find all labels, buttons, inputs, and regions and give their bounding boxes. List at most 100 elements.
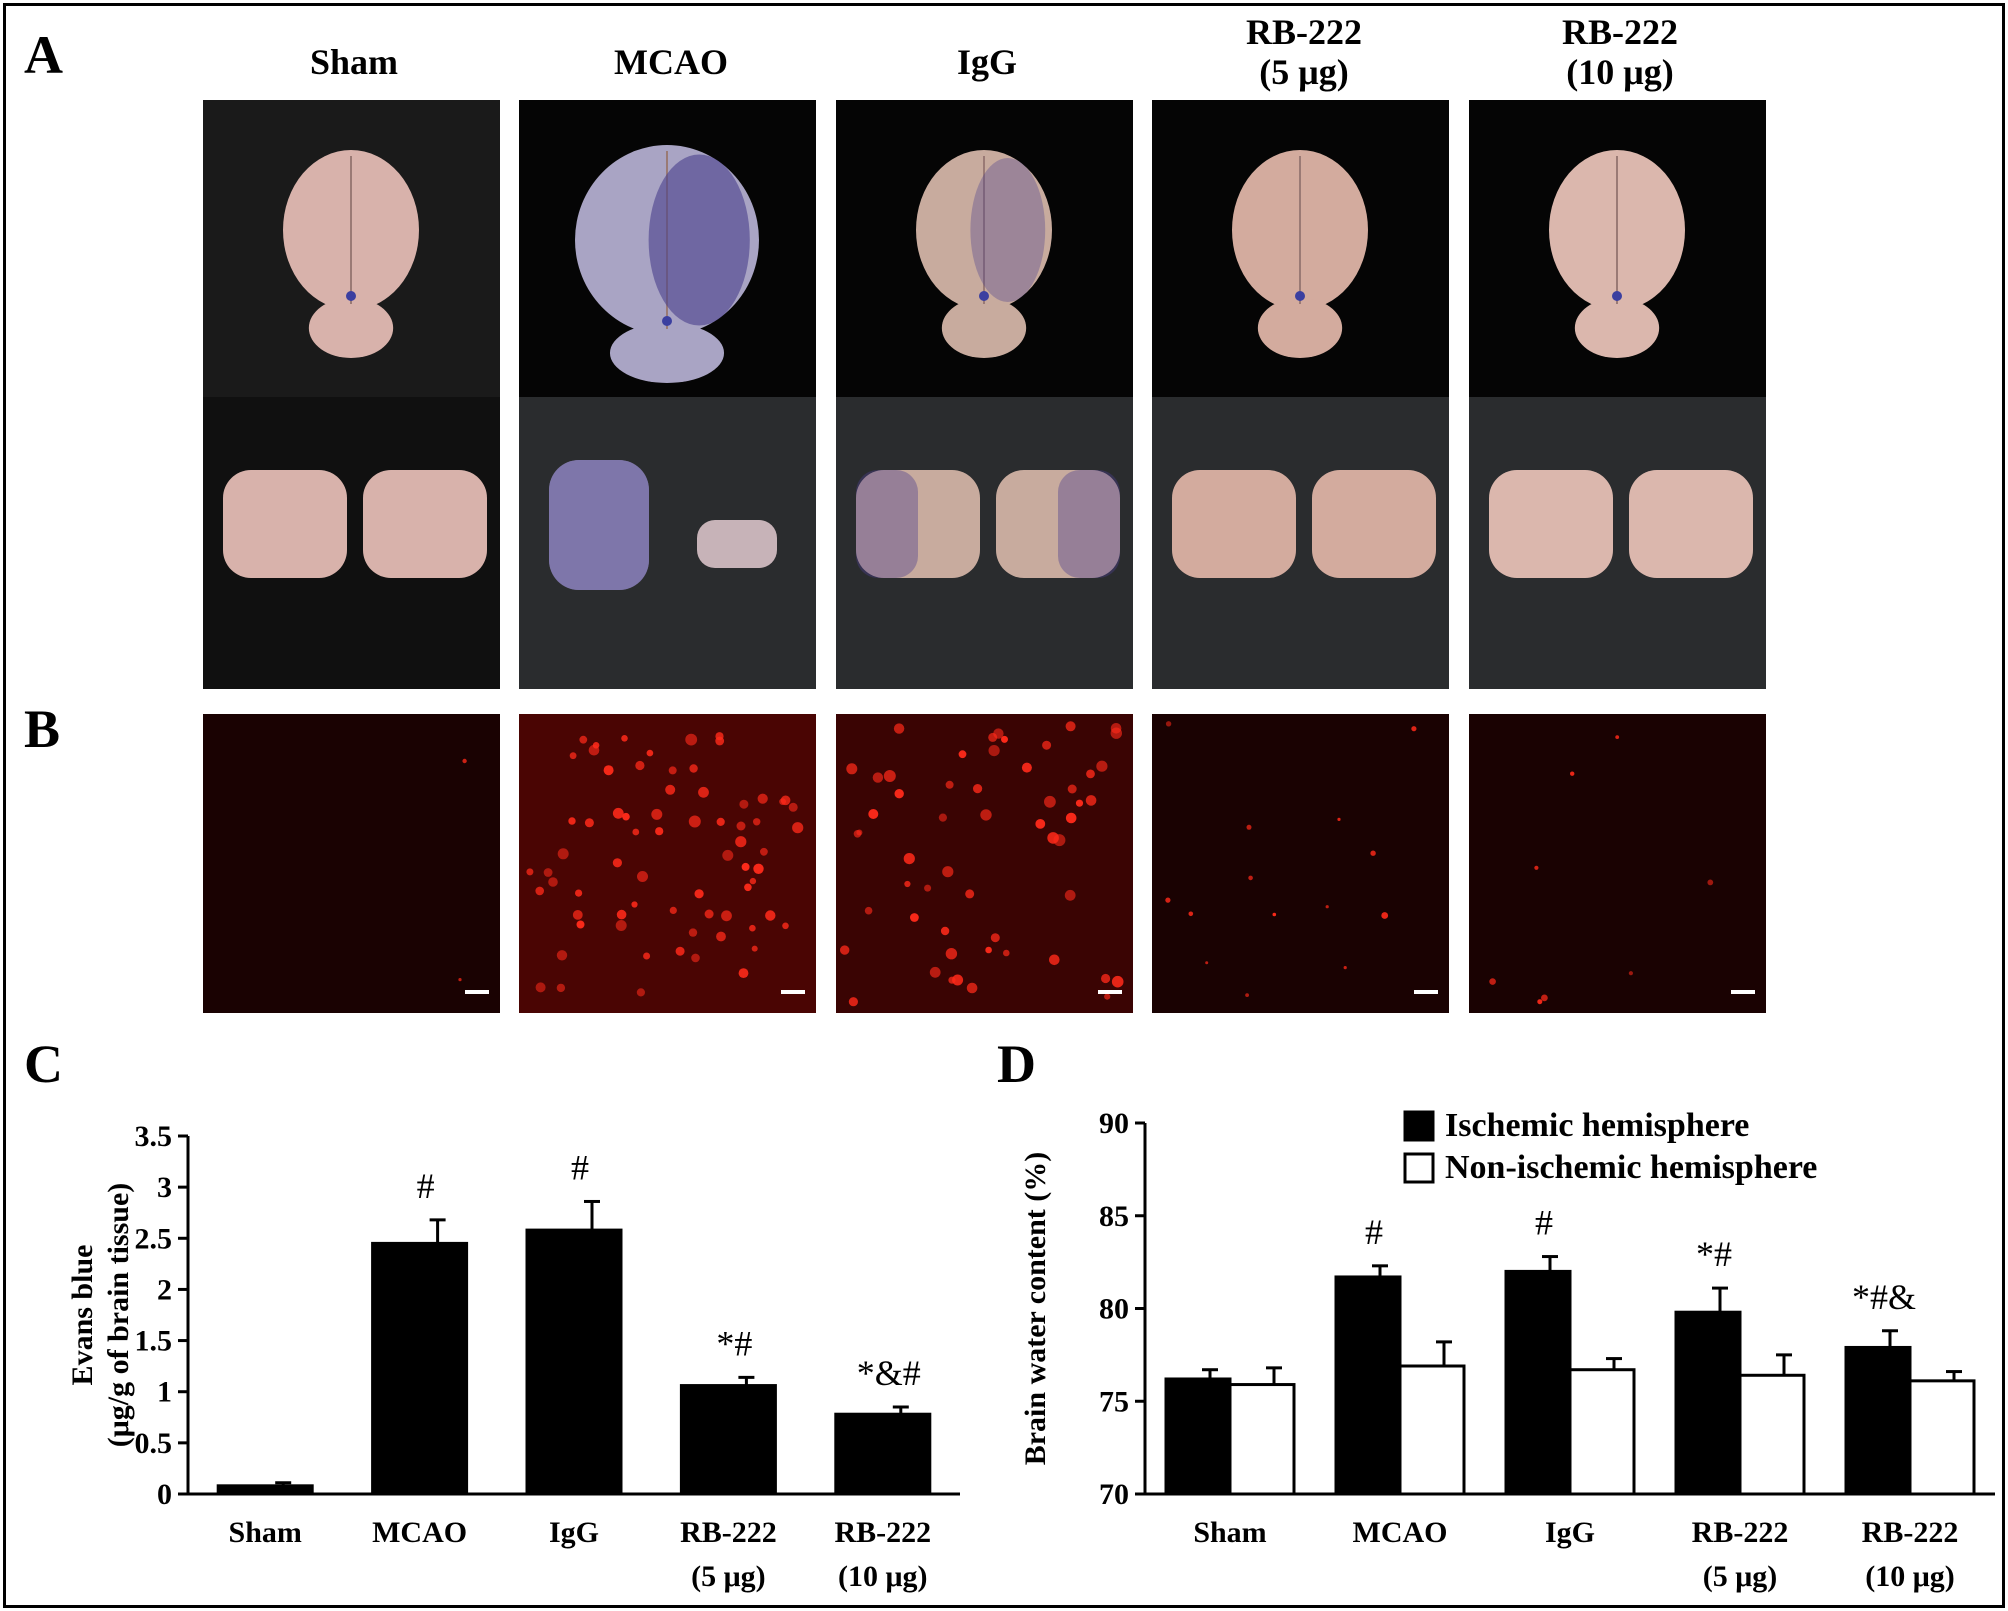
bar: [216, 1484, 314, 1496]
x-tick-label: RB-222: [680, 1516, 777, 1549]
brain-slice-right: [697, 520, 777, 568]
fluorescent-spot: [779, 798, 786, 805]
fluorescent-spot: [782, 922, 789, 930]
brain-photo-svg: [203, 100, 500, 689]
fluorescent-spot: [788, 802, 798, 812]
fluorescent-spot: [792, 822, 804, 834]
fluorescent-spot: [689, 764, 698, 773]
bar: [679, 1384, 777, 1496]
panel-letter-c: C: [24, 1034, 63, 1094]
y-axis-label: Brain water content (%): [1019, 1152, 1052, 1466]
figure-frame: [3, 3, 2005, 1608]
bar: [1504, 1269, 1572, 1496]
fluorescent-spot: [848, 997, 858, 1007]
panel-letter-b: B: [24, 699, 61, 759]
fluorescent-spot: [556, 950, 568, 961]
fluorescent-spot: [1245, 993, 1249, 997]
fluorescent-spot: [579, 735, 588, 744]
y-tick-label: 2: [157, 1273, 172, 1306]
fluorescent-spot: [894, 789, 904, 799]
fluorescent-spot: [716, 817, 725, 826]
group-label-line1: MCAO: [614, 42, 728, 82]
fluorescent-spot: [631, 901, 638, 908]
fluorescent-spot: [1615, 735, 1620, 739]
fluorescent-spot: [883, 770, 896, 782]
brain-photo-igg: [836, 100, 1133, 689]
fluorescent-spot: [1165, 897, 1171, 903]
fluorescent-spot: [557, 848, 569, 860]
fluorescent-spot: [1044, 795, 1056, 808]
scale-bar: [1731, 990, 1755, 994]
fluorescent-spot: [1628, 971, 1633, 976]
fluorescent-spot: [1064, 889, 1076, 901]
injection-point: [1295, 291, 1305, 301]
fluorescent-spot: [637, 871, 648, 882]
fluorescent-spot: [688, 815, 701, 828]
micrograph-background: [1469, 714, 1766, 1013]
brain-cerebellum: [609, 323, 725, 383]
fluorescent-spot: [868, 809, 879, 819]
panel-letter-a: A: [24, 25, 63, 85]
brain-slice-right: [1629, 470, 1753, 578]
bar: [1164, 1377, 1232, 1496]
x-tick-label-line2: (5 μg): [691, 1560, 766, 1593]
fluorescent-spot: [1086, 769, 1095, 779]
brain-photo-svg: [519, 100, 816, 689]
fluorescent-spot: [584, 818, 594, 828]
fluorescent-spot: [985, 946, 992, 954]
fluorescent-spot: [1042, 740, 1052, 750]
fluorescent-spot: [1001, 735, 1008, 743]
significance-annotation: *#: [1696, 1234, 1732, 1274]
fluorescent-spot: [1067, 784, 1077, 794]
fluorescent-spot: [1246, 824, 1252, 830]
bar: [1398, 1364, 1466, 1496]
fluorescent-spot: [1053, 834, 1066, 847]
chart-d-brain-water: 70 75 80 85 90 Brain water content (%) Sham MCA…: [1019, 1107, 1995, 1593]
fluorescent-spot: [904, 880, 911, 888]
fluorescent-spot: [675, 946, 685, 956]
fluorescent-spot: [603, 765, 614, 776]
fluorescent-spot: [856, 829, 863, 836]
significance-annotation: #: [417, 1166, 435, 1206]
group-label-line1: IgG: [956, 42, 1017, 82]
fluorescent-spot: [616, 909, 627, 920]
brain-slice-left: [1172, 470, 1296, 578]
fluorescent-spot: [572, 910, 583, 920]
x-tick-label: IgG: [1545, 1516, 1595, 1549]
fluorescent-spot: [749, 877, 757, 885]
fluorescent-spot: [1707, 879, 1714, 886]
fluorescent-spot: [1049, 954, 1060, 966]
y-tick-label: 0: [157, 1478, 172, 1511]
fluorescent-spot: [744, 883, 752, 892]
y-tick-label: 75: [1099, 1385, 1129, 1418]
fluorescent-spot: [1035, 819, 1046, 829]
bar: [1844, 1345, 1912, 1496]
brain-cerebellum: [308, 298, 394, 358]
fluorescent-spot: [651, 808, 663, 820]
micrograph-svg: [1469, 714, 1766, 1013]
fluorescent-spot: [1541, 994, 1548, 1002]
brain-slice-right-stain: [1058, 470, 1120, 578]
x-tick-label-line2: (10 μg): [838, 1560, 928, 1593]
fluorescent-spot: [903, 853, 915, 865]
fluorescent-spot: [646, 749, 654, 757]
fluorescent-spot: [749, 924, 756, 932]
fluorescent-spot: [691, 953, 700, 963]
scale-bar: [781, 990, 805, 994]
fluorescent-spot: [694, 889, 704, 899]
micrograph-rb10: [1469, 714, 1766, 1013]
fluorescent-spot: [575, 889, 583, 897]
micrograph-background: [203, 714, 500, 1013]
injection-point: [1612, 291, 1622, 301]
panel-letter-d: D: [997, 1034, 1036, 1094]
group-label-line1: RB-222: [1562, 12, 1678, 52]
significance-annotation: *#: [716, 1323, 752, 1363]
fluorescent-spot: [655, 827, 664, 836]
fluorescent-spot: [988, 745, 1000, 757]
fluorescent-spot: [722, 849, 734, 861]
y-tick-label: 85: [1099, 1200, 1129, 1233]
fluorescent-spot: [543, 868, 553, 877]
fluorescent-spot: [643, 952, 651, 960]
micrograph-rb5: [1152, 714, 1449, 1013]
